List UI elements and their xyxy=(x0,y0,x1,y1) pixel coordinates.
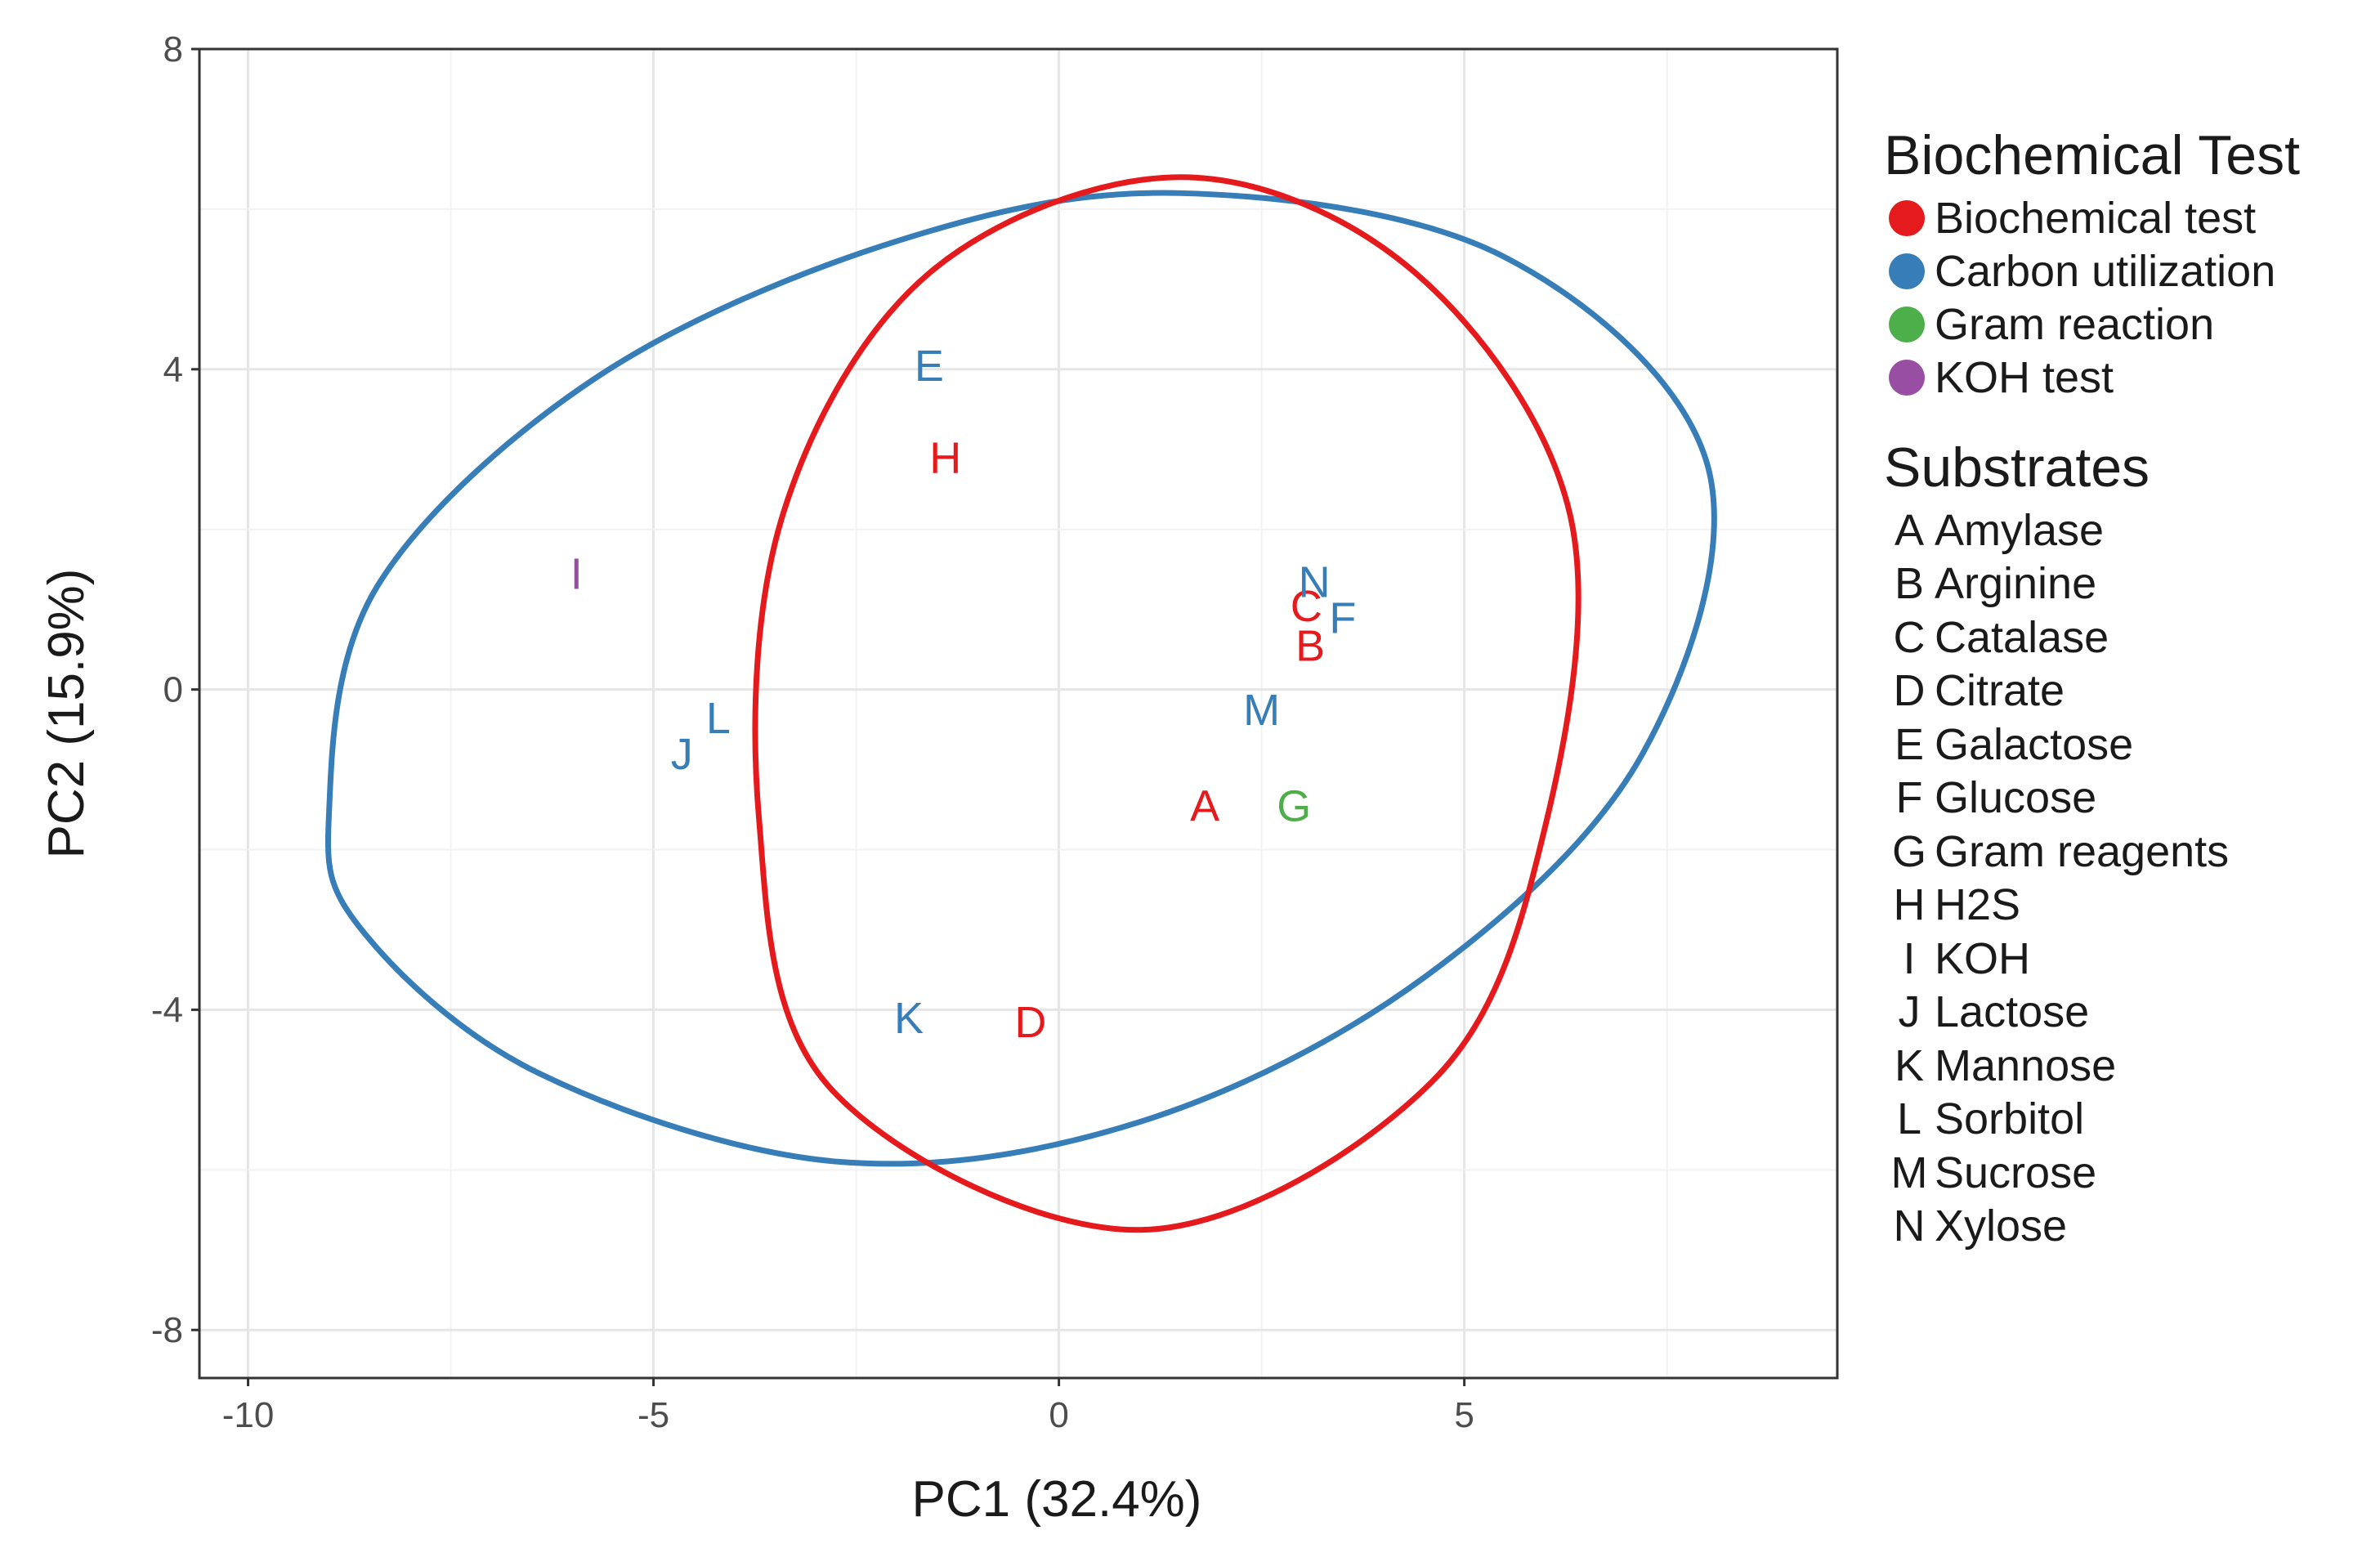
point-label-h: H xyxy=(929,434,961,483)
legend-substrate-name: Gram reagents xyxy=(1935,826,2230,876)
legend-substrate-name: Lactose xyxy=(1935,987,2090,1037)
y-tick-label: 4 xyxy=(163,350,183,390)
legend-substrate-letter: J xyxy=(1898,987,1921,1037)
legend-substrate-letter: I xyxy=(1903,933,1916,983)
legend-substrate-item: N Xylose xyxy=(1884,1200,2300,1254)
legend-substrate-item: E Galactose xyxy=(1884,718,2300,772)
legend-group-item: Biochemical test xyxy=(1884,191,2300,244)
y-tick-label: -8 xyxy=(151,1310,183,1350)
legend-substrate-item: C Catalase xyxy=(1884,611,2300,664)
legend: Biochemical Test Biochemical test Carbon … xyxy=(1884,123,2300,1253)
legend-substrate-letter: L xyxy=(1896,1094,1922,1144)
legend-group-list: Biochemical test Carbon utilization Gram r… xyxy=(1884,191,2300,404)
legend-substrate-letter: K xyxy=(1894,1040,1925,1090)
x-tick-label: -5 xyxy=(638,1395,669,1435)
y-tick-label: 8 xyxy=(163,29,183,69)
legend-substrate-letter: H xyxy=(1893,880,1926,930)
legend-substrate-item: I KOH xyxy=(1884,932,2300,986)
point-label-g: G xyxy=(1277,782,1311,831)
legend-substrate-letter: G xyxy=(1891,826,1926,876)
y-tick-label: -4 xyxy=(151,990,183,1030)
legend-substrate-name: Mannose xyxy=(1935,1040,2117,1090)
legend-dot-icon xyxy=(1889,199,1925,236)
point-label-d: D xyxy=(1014,998,1046,1047)
legend-group-title: Biochemical Test xyxy=(1884,124,2300,186)
y-axis-title: PC2 (15.9%) xyxy=(38,569,95,859)
panel-border xyxy=(198,47,1839,1380)
legend-substrate-letter: C xyxy=(1893,612,1926,662)
legend-group-label: Biochemical test xyxy=(1935,193,2257,243)
legend-substrate-item: L Sorbitol xyxy=(1884,1093,2300,1147)
legend-substrate-title: Substrates xyxy=(1884,436,2150,499)
point-label-l: L xyxy=(706,694,731,743)
legend-substrate-item: J Lactose xyxy=(1884,986,2300,1040)
legend-group-label: KOH test xyxy=(1935,352,2114,402)
legend-substrate-letter: F xyxy=(1895,773,1923,823)
legend-substrate-name: KOH xyxy=(1935,933,2031,983)
legend-group-label: Gram reaction xyxy=(1935,299,2215,349)
legend-group-label: Carbon utilization xyxy=(1935,246,2276,296)
y-tick-label: 0 xyxy=(163,670,183,710)
x-tick-label: 5 xyxy=(1454,1395,1474,1435)
legend-substrate-name: Glucose xyxy=(1935,773,2097,823)
point-label-c: C xyxy=(1291,582,1322,631)
legend-substrate-letter: E xyxy=(1894,719,1925,769)
legend-substrate-item: H H2S xyxy=(1884,879,2300,933)
point-label-n: N xyxy=(1299,557,1331,606)
legend-substrate-name: Xylose xyxy=(1935,1201,2068,1251)
x-tick-label: -10 xyxy=(222,1395,275,1435)
legend-substrate-letter: N xyxy=(1893,1201,1926,1251)
legend-substrate-letter: A xyxy=(1894,505,1925,555)
legend-substrate-letter: B xyxy=(1894,559,1925,609)
legend-substrate-item: G Gram reagents xyxy=(1884,825,2300,879)
point-label-b: B xyxy=(1295,622,1325,671)
point-label-j: J xyxy=(671,730,693,779)
legend-group-item: Gram reaction xyxy=(1884,298,2300,351)
legend-dot-icon xyxy=(1889,359,1925,396)
legend-substrate-name: Galactose xyxy=(1935,719,2134,769)
point-label-k: K xyxy=(894,994,924,1043)
legend-substrate-name: Sorbitol xyxy=(1935,1094,2085,1144)
legend-substrate-item: B Arginine xyxy=(1884,557,2300,611)
point-labels: A BC D E F G H I J K L M N xyxy=(570,342,1357,1047)
point-label-i: I xyxy=(570,550,583,599)
x-axis-title: PC1 (32.4%) xyxy=(912,1471,1202,1528)
ellipse-biochemical xyxy=(752,174,1581,1233)
grid xyxy=(199,47,1837,1378)
point-label-a: A xyxy=(1190,782,1219,831)
confidence-ellipses xyxy=(324,174,1717,1233)
legend-dot-icon xyxy=(1889,253,1925,289)
legend-substrate-item: F Glucose xyxy=(1884,772,2300,826)
legend-group-item: Carbon utilization xyxy=(1884,244,2300,298)
legend-substrate-name: Amylase xyxy=(1935,505,2105,555)
panel-background xyxy=(199,49,1837,1378)
legend-substrate-item: D Citrate xyxy=(1884,664,2300,718)
point-label-f: F xyxy=(1329,593,1356,642)
axes: -10 -5 0 5 -8 -4 0 4 8 xyxy=(151,29,1474,1435)
ellipse-carbon xyxy=(324,190,1717,1167)
legend-substrate-name: Catalase xyxy=(1935,612,2109,662)
legend-substrate-item: M Sucrose xyxy=(1884,1146,2300,1200)
legend-substrate-item: K Mannose xyxy=(1884,1039,2300,1093)
point-label-e: E xyxy=(915,342,944,391)
legend-substrate-name: Sucrose xyxy=(1935,1148,2097,1197)
legend-substrate-list: A Amylase B Arginine C Catalase D Citrate E Galac… xyxy=(1884,503,2300,1253)
legend-substrate-letter: D xyxy=(1893,666,1926,716)
x-tick-label: 0 xyxy=(1049,1395,1068,1435)
legend-group-item: KOH test xyxy=(1884,351,2300,404)
legend-dot-icon xyxy=(1889,306,1925,342)
legend-substrate-letter: M xyxy=(1890,1148,1928,1197)
point-label-m: M xyxy=(1243,686,1280,735)
legend-substrate-name: Arginine xyxy=(1935,559,2097,609)
legend-substrate-item: A Amylase xyxy=(1884,503,2300,557)
legend-substrate-name: H2S xyxy=(1935,880,2021,930)
legend-substrate-name: Citrate xyxy=(1935,666,2065,716)
